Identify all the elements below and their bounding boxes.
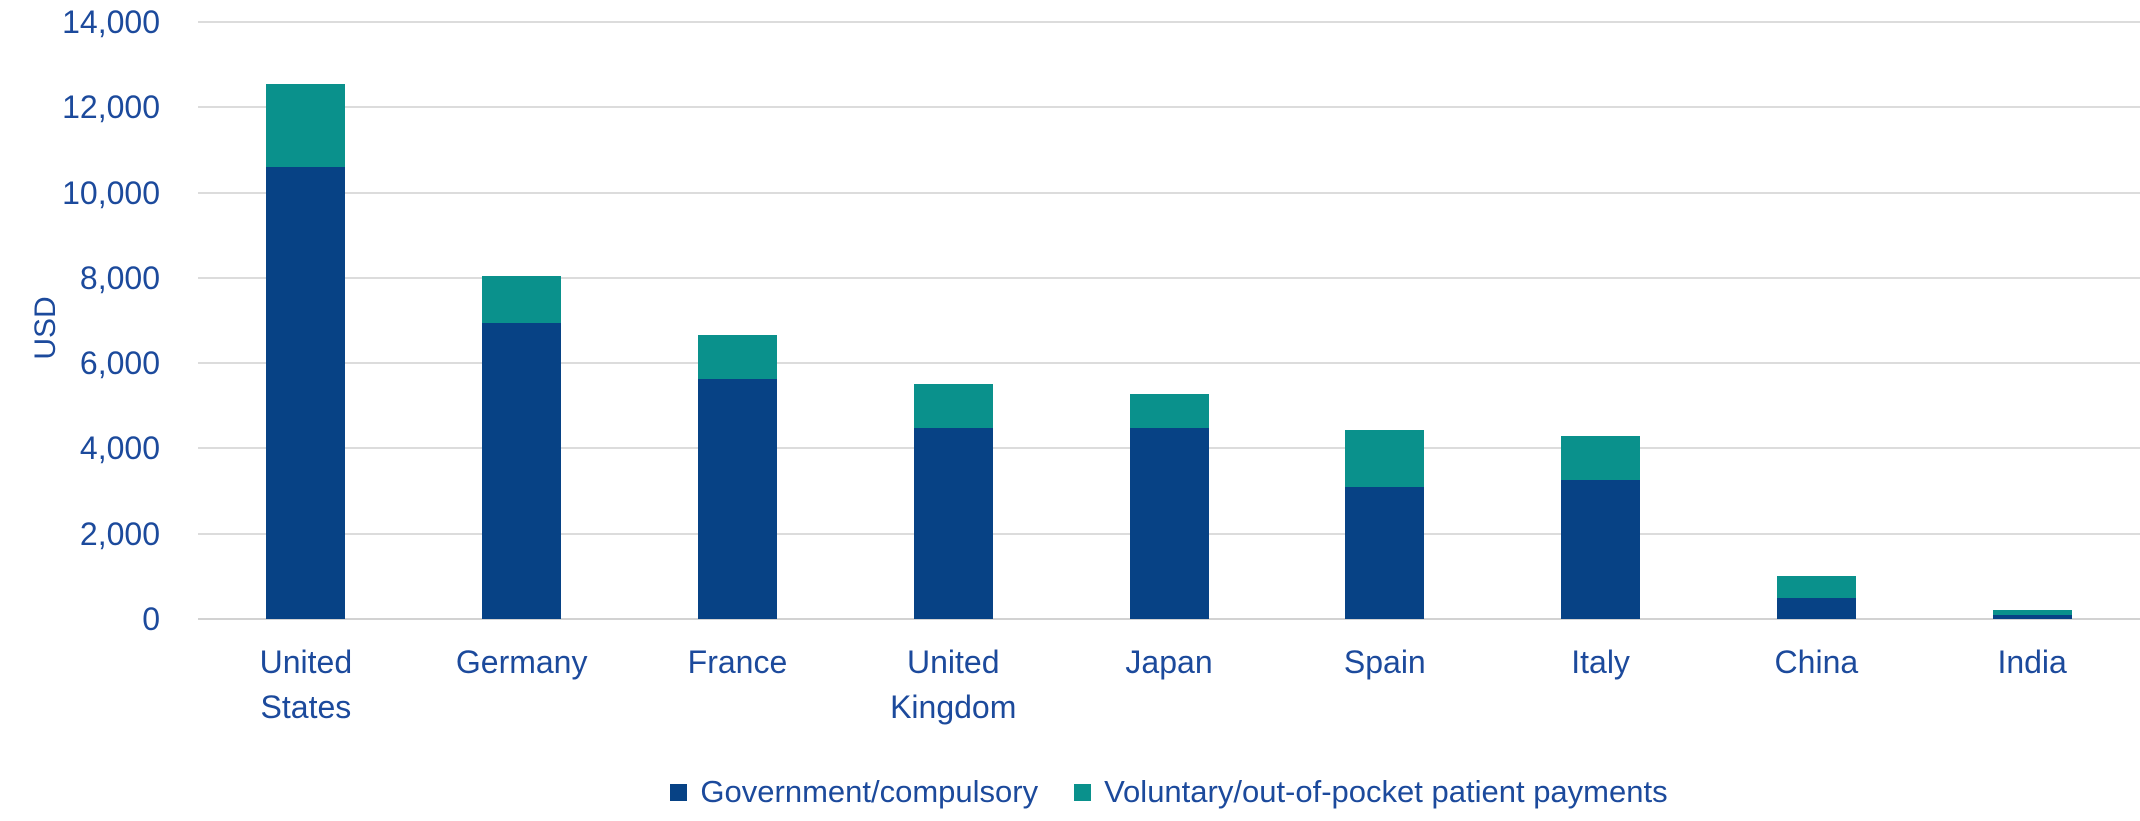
bar-column-spain bbox=[1277, 22, 1493, 619]
legend-label: Government/compulsory bbox=[700, 774, 1039, 809]
x-category-label: India bbox=[1997, 644, 2067, 680]
bar-column-italy bbox=[1493, 22, 1709, 619]
stacked-bar bbox=[266, 83, 346, 619]
x-axis-category-labels: United States Germany France United Kingdom… bbox=[198, 640, 2140, 730]
x-category-label: United Kingdom bbox=[890, 644, 1017, 725]
bar-series-container bbox=[198, 22, 2140, 619]
bar-segment-government bbox=[913, 427, 993, 619]
bar-column-united-states bbox=[198, 22, 414, 619]
bar-column-china bbox=[1708, 22, 1924, 619]
y-tick-label: 8,000 bbox=[79, 259, 160, 296]
gridline bbox=[198, 276, 2140, 279]
legend-swatch-icon bbox=[1074, 783, 1092, 801]
gridline bbox=[198, 191, 2140, 194]
legend-item-government: Government/compulsory bbox=[670, 774, 1038, 810]
gridline bbox=[198, 106, 2140, 109]
x-category-label: Spain bbox=[1343, 644, 1426, 680]
bar-column-india bbox=[1924, 22, 2140, 619]
x-category-label: China bbox=[1774, 644, 1859, 680]
x-category-label: France bbox=[687, 644, 788, 680]
gridline bbox=[198, 21, 2140, 23]
y-tick-label: 4,000 bbox=[79, 430, 160, 467]
y-tick-label: 0 bbox=[142, 601, 160, 637]
bar-segment-voluntary bbox=[1992, 609, 2072, 615]
stacked-bar bbox=[1776, 575, 1856, 619]
bar-column-germany bbox=[414, 22, 630, 619]
bar-segment-voluntary bbox=[1561, 435, 1641, 480]
x-category-label: Germany bbox=[455, 644, 588, 680]
bar-segment-voluntary bbox=[482, 275, 562, 323]
bar-segment-government bbox=[697, 379, 777, 619]
y-tick-label: 12,000 bbox=[62, 89, 160, 126]
bar-segment-voluntary bbox=[913, 384, 993, 428]
legend-label: Voluntary/out-of-pocket patient payments bbox=[1104, 774, 1668, 809]
plot-area bbox=[198, 21, 2140, 620]
bar-segment-government bbox=[1345, 486, 1425, 619]
stacked-bar bbox=[1129, 393, 1209, 619]
stacked-bar bbox=[482, 275, 562, 619]
bar-column-france bbox=[630, 22, 846, 619]
x-category-label: Japan bbox=[1125, 644, 1213, 680]
x-category-label: Italy bbox=[1571, 644, 1630, 680]
gridline bbox=[198, 618, 2140, 620]
bar-segment-voluntary bbox=[1129, 393, 1209, 428]
bar-segment-voluntary bbox=[266, 83, 346, 167]
bar-segment-government bbox=[482, 322, 562, 619]
stacked-bar bbox=[1992, 609, 2072, 619]
legend-item-voluntary: Voluntary/out-of-pocket patient payments bbox=[1074, 774, 1668, 810]
bar-segment-voluntary bbox=[697, 335, 777, 380]
bar-segment-government bbox=[266, 167, 346, 619]
y-tick-label: 2,000 bbox=[79, 515, 160, 552]
legend-swatch-icon bbox=[670, 783, 688, 801]
bar-segment-voluntary bbox=[1345, 430, 1425, 487]
stacked-bar bbox=[1345, 430, 1425, 619]
chart-legend: Government/compulsory Voluntary/out-of-po… bbox=[198, 770, 2140, 814]
gridline bbox=[198, 362, 2140, 365]
stacked-bar bbox=[1561, 435, 1641, 619]
bar-segment-government bbox=[1129, 427, 1209, 619]
y-tick-label: 10,000 bbox=[62, 174, 160, 211]
bar-segment-government bbox=[1561, 479, 1641, 619]
stacked-bar bbox=[697, 335, 777, 619]
y-tick-label: 6,000 bbox=[79, 345, 160, 382]
bar-segment-government bbox=[1992, 614, 2072, 619]
bar-segment-government bbox=[1776, 597, 1856, 619]
x-category-label: United States bbox=[259, 644, 353, 725]
y-tick-label: 14,000 bbox=[62, 4, 160, 40]
stacked-bar bbox=[913, 384, 993, 619]
bar-column-japan bbox=[1061, 22, 1277, 619]
bar-segment-voluntary bbox=[1776, 575, 1856, 598]
bar-column-united-kingdom bbox=[845, 22, 1061, 619]
